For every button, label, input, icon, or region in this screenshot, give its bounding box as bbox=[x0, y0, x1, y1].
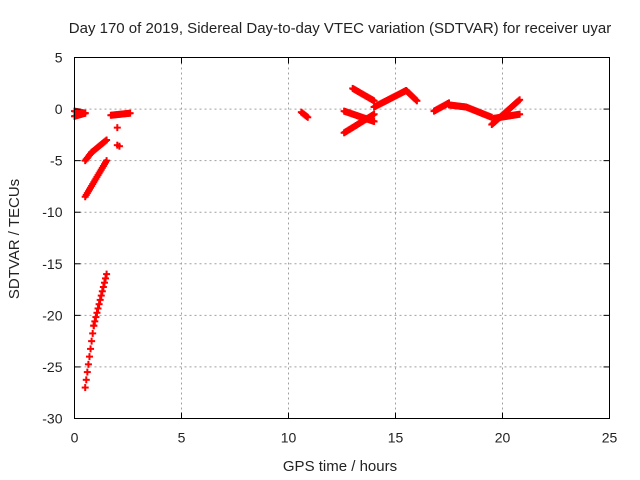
y-tick-label-6: 0 bbox=[55, 101, 63, 117]
data-point-170 bbox=[370, 117, 378, 125]
chart-title: Day 170 of 2019, Sidereal Day-to-day VTE… bbox=[69, 20, 611, 37]
x-tick-label-1: 5 bbox=[178, 430, 186, 446]
data-point-81 bbox=[97, 292, 105, 300]
plot-border bbox=[74, 57, 610, 419]
data-point-317 bbox=[516, 96, 524, 104]
data-point-84 bbox=[100, 279, 108, 287]
x-tick-label-2: 10 bbox=[281, 430, 297, 446]
data-point-232 bbox=[412, 96, 420, 104]
data-points bbox=[71, 84, 524, 392]
y-tick-label-5: -5 bbox=[50, 153, 63, 169]
data-point-43 bbox=[103, 136, 111, 144]
data-point-345 bbox=[113, 141, 121, 149]
data-point-80 bbox=[96, 296, 104, 304]
data-point-64 bbox=[103, 157, 111, 165]
y-tick-label-1: -25 bbox=[42, 359, 62, 375]
x-axis-title: GPS time / hours bbox=[283, 458, 397, 475]
data-point-77 bbox=[93, 309, 101, 317]
y-tick-label-2: -20 bbox=[42, 307, 62, 323]
data-point-343 bbox=[113, 124, 121, 132]
y-tick-label-3: -15 bbox=[42, 256, 62, 272]
data-point-191 bbox=[370, 97, 378, 105]
x-tick-label-0: 0 bbox=[71, 430, 79, 446]
data-point-75 bbox=[91, 317, 99, 325]
data-point-66 bbox=[82, 376, 90, 384]
data-point-342 bbox=[516, 110, 524, 118]
ticks: 0 5 10 15 20 25 -30 -25 -20 -15 -10 -5 0 5 bbox=[42, 50, 617, 446]
data-point-82 bbox=[98, 287, 106, 295]
data-point-79 bbox=[95, 300, 103, 308]
y-tick-label-4: -10 bbox=[42, 204, 62, 220]
data-point-72 bbox=[89, 329, 97, 337]
data-point-71 bbox=[88, 337, 96, 345]
data-point-105 bbox=[126, 109, 134, 117]
data-point-112 bbox=[304, 113, 312, 121]
data-point-74 bbox=[90, 322, 98, 330]
data-point-141 bbox=[370, 110, 378, 118]
y-axis-title: SDTVAR / TECUs bbox=[6, 179, 23, 299]
data-point-21 bbox=[81, 109, 89, 117]
y-tick-label-7: 5 bbox=[55, 50, 63, 66]
data-point-86 bbox=[103, 270, 111, 278]
data-point-70 bbox=[87, 345, 95, 353]
data-point-83 bbox=[99, 283, 107, 291]
data-point-76 bbox=[92, 313, 100, 321]
x-tick-label-4: 20 bbox=[495, 430, 511, 446]
data-point-67 bbox=[83, 368, 91, 376]
x-tick-label-5: 25 bbox=[602, 430, 618, 446]
data-point-78 bbox=[94, 304, 102, 312]
data-point-69 bbox=[85, 353, 93, 361]
x-tick-label-3: 15 bbox=[388, 430, 404, 446]
data-point-68 bbox=[84, 360, 92, 368]
data-point-85 bbox=[102, 274, 110, 282]
y-tick-label-0: -30 bbox=[42, 411, 62, 427]
data-point-233 bbox=[413, 97, 421, 105]
data-point-65 bbox=[81, 384, 89, 392]
